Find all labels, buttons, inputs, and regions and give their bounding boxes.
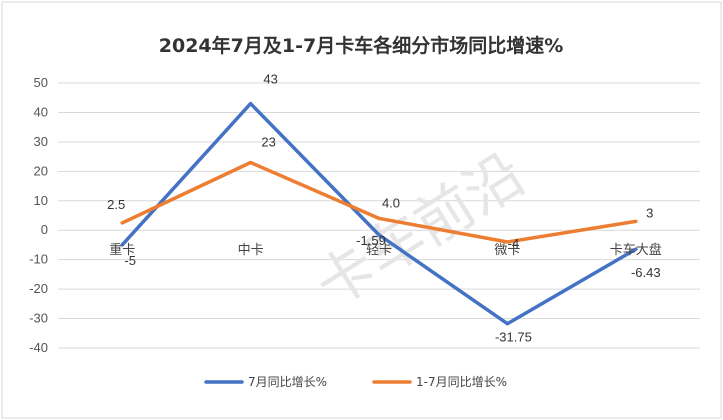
- data-label: -1.59: [356, 233, 386, 248]
- y-tick-label: -30: [29, 311, 48, 326]
- data-labels: -5 43 -1.59 -31.75 -6.43 2.5 23 4.0 -4 3: [107, 72, 660, 345]
- legend: 7月同比增长% 1-7月同比增长%: [204, 375, 507, 389]
- category-label: 卡车大盘: [610, 242, 662, 258]
- legend-label: 7月同比增长%: [248, 375, 327, 389]
- series-lines: [120, 101, 638, 326]
- y-tick-label: 0: [41, 222, 48, 237]
- series-line-0: [120, 101, 638, 326]
- y-tick-label: 50: [34, 75, 48, 90]
- data-label: 3: [646, 205, 653, 220]
- y-tick-label: -40: [29, 340, 48, 355]
- chart-title: 2024年7月及1-7月卡车各细分市场同比增速%: [159, 34, 563, 57]
- y-tick-label: 10: [34, 193, 48, 208]
- category-label: 轻卡: [366, 243, 392, 258]
- data-label: 2.5: [107, 197, 125, 212]
- legend-label: 1-7月同比增长%: [416, 375, 507, 389]
- data-label: -4: [508, 236, 520, 251]
- y-tick-label: -10: [29, 252, 48, 267]
- data-label: -5: [124, 253, 136, 268]
- y-tick-label: 40: [34, 104, 48, 119]
- y-tick-label: -20: [29, 281, 48, 296]
- series-line-1: [120, 160, 638, 244]
- category-label: 重卡: [109, 242, 135, 258]
- data-label: 43: [263, 72, 277, 87]
- gridlines: [58, 82, 700, 349]
- y-tick-label: 20: [34, 163, 48, 178]
- category-labels: 重卡 中卡 轻卡 微卡 卡车大盘: [109, 242, 662, 258]
- data-label: 23: [261, 135, 275, 150]
- data-label: 4.0: [382, 195, 400, 210]
- data-label: -6.43: [631, 265, 661, 280]
- y-tick-label: 30: [34, 134, 48, 149]
- data-label: -31.75: [495, 330, 532, 345]
- category-label: 微卡: [494, 243, 520, 258]
- y-axis-ticks: -40 -30 -20 -10 0 10 20 30 40 50: [29, 75, 48, 355]
- category-label: 中卡: [238, 243, 264, 258]
